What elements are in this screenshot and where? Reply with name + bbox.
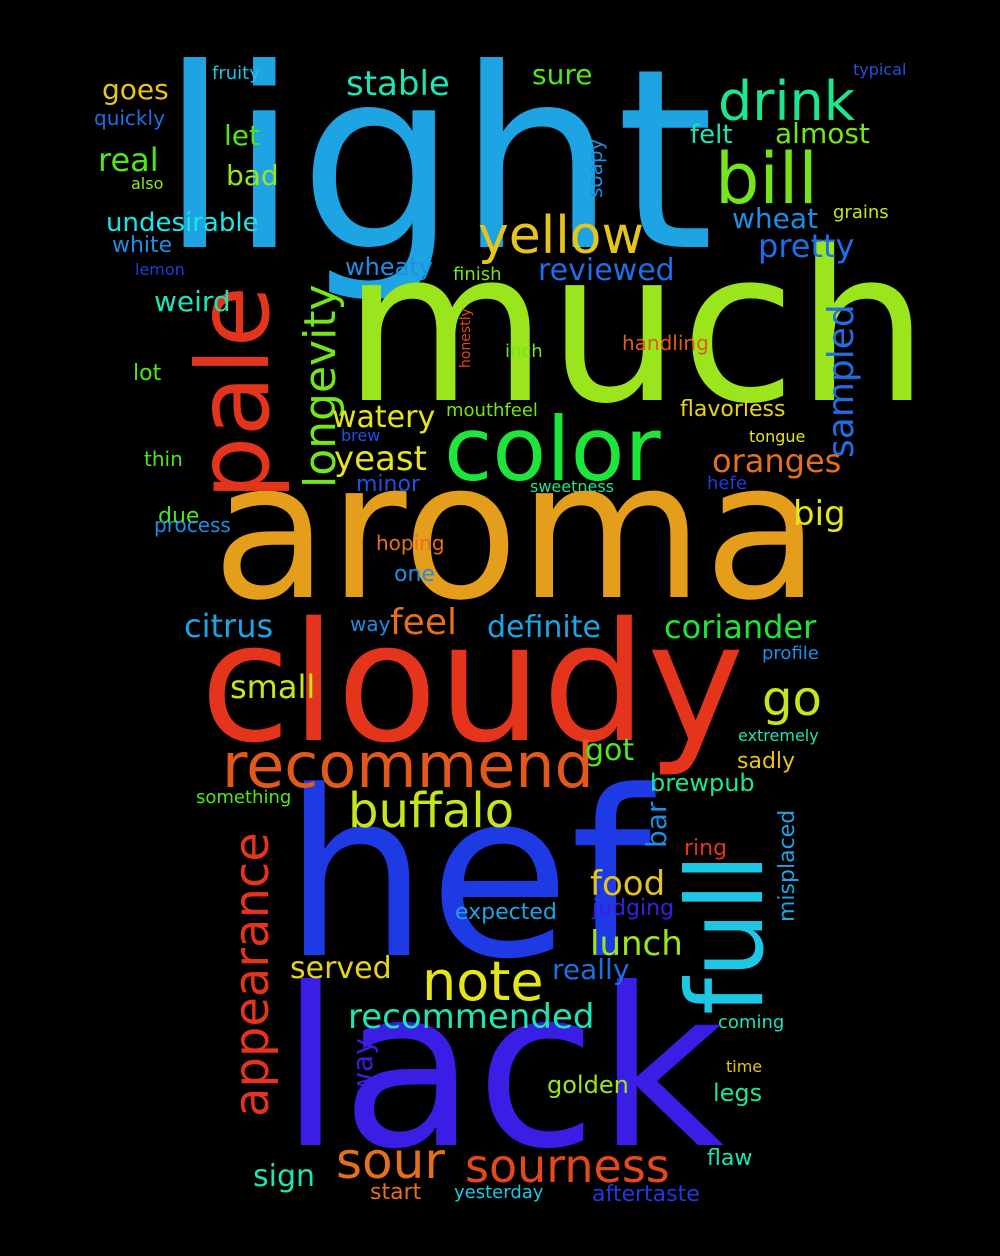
word-soapy: soapy — [583, 138, 607, 198]
word-sweetness: sweetness — [530, 477, 614, 496]
word-hoping: hoping — [376, 531, 445, 555]
word-time: time — [726, 1057, 762, 1076]
word-big: big — [793, 494, 846, 534]
word-light: light — [160, 15, 714, 306]
word-appearance: appearance — [224, 832, 280, 1117]
word-also: also — [131, 174, 163, 193]
word-hefe: hefe — [707, 473, 747, 494]
word-sampled: sampled — [821, 304, 862, 458]
word-bill: bill — [715, 138, 818, 220]
word-full: full — [665, 853, 787, 1015]
word-longevity: longevity — [295, 284, 346, 488]
word-fruity: fruity — [212, 63, 260, 84]
word-undesirable: undesirable — [106, 208, 259, 238]
word-handling: handling — [622, 331, 709, 355]
word-sadly: sadly — [737, 749, 795, 774]
word-stable: stable — [346, 64, 450, 104]
word-expected: expected — [455, 900, 557, 925]
word-flaw: flaw — [707, 1146, 752, 1171]
word-typical: typical — [853, 60, 906, 79]
word-lunch: lunch — [590, 924, 683, 964]
word-sign: sign — [253, 1159, 315, 1194]
word-got: got — [585, 733, 634, 768]
word-extremely: extremely — [738, 726, 819, 745]
word-go: go — [762, 671, 822, 727]
word-finish: finish — [453, 264, 502, 285]
word-recommended: recommended — [348, 997, 594, 1037]
word-judging: judging — [591, 896, 674, 921]
word-lemon: lemon — [135, 260, 185, 279]
word-white: white — [112, 233, 172, 258]
word-coming: coming — [718, 1012, 784, 1033]
word-yeast: yeast — [334, 439, 427, 479]
word-quickly: quickly — [94, 106, 165, 130]
word-almost: almost — [775, 117, 870, 150]
word-mouthfeel: mouthfeel — [446, 400, 538, 421]
word-hef: hef — [283, 743, 656, 1010]
word-flavorless: flavorless — [680, 397, 785, 422]
word-sour: sour — [336, 1132, 445, 1190]
word-watery: watery — [332, 400, 435, 435]
word-felt: felt — [690, 120, 733, 150]
word-brew: brew — [341, 426, 380, 445]
word-pale: pale — [175, 286, 292, 500]
word-brewpub: brewpub — [650, 769, 755, 797]
word-lack: lack — [280, 941, 724, 1197]
word-drink: drink — [718, 70, 856, 133]
word-away: away — [346, 1038, 379, 1112]
word-color: color — [444, 398, 662, 501]
word-golden: golden — [547, 1071, 629, 1099]
word-grains: grains — [833, 202, 889, 223]
word-yellow: yellow — [478, 206, 644, 266]
word-lot: lot — [133, 361, 162, 386]
word-feel: feel — [390, 602, 457, 643]
word-bar: bar — [640, 801, 673, 848]
word-wheaty: wheaty — [345, 253, 433, 281]
word-profile: profile — [762, 643, 819, 664]
word-served: served — [290, 951, 392, 986]
word-weird: weird — [154, 285, 231, 318]
word-food: food — [590, 864, 665, 904]
word-really: really — [552, 953, 629, 986]
word-way: way — [350, 612, 391, 636]
word-minor: minor — [356, 472, 421, 497]
word-pretty: pretty — [758, 227, 854, 265]
word-recommend: recommend — [222, 729, 594, 802]
word-ring: ring — [684, 836, 727, 861]
word-thin: thin — [144, 447, 183, 471]
word-start: start — [370, 1180, 422, 1205]
word-small: small — [230, 668, 315, 706]
word-bad: bad — [226, 159, 279, 192]
word-something: something — [196, 787, 291, 808]
word-citrus: citrus — [184, 607, 273, 645]
word-misplaced: misplaced — [775, 810, 800, 922]
word-much: much — [343, 205, 929, 450]
word-coriander: coriander — [664, 608, 817, 646]
word-honestly: honestly — [458, 308, 474, 368]
word-note: note — [422, 950, 544, 1013]
word-oranges: oranges — [712, 442, 841, 480]
word-goes: goes — [102, 73, 169, 106]
word-tongue: tongue — [749, 427, 805, 446]
word-aroma: aroma — [212, 421, 820, 642]
word-definite: definite — [487, 610, 601, 645]
word-reviewed: reviewed — [538, 253, 675, 288]
word-inch: inch — [505, 341, 543, 362]
word-let: let — [224, 119, 260, 152]
word-one: one — [394, 562, 435, 587]
word-real: real — [98, 141, 159, 179]
word-buffalo: buffalo — [348, 783, 514, 839]
word-sure: sure — [532, 58, 592, 91]
word-cloudy: cloudy — [200, 587, 744, 779]
word-process: process — [154, 513, 231, 537]
word-wheat: wheat — [732, 202, 818, 235]
word-aftertaste: aftertaste — [592, 1182, 700, 1207]
word-legs: legs — [713, 1079, 762, 1107]
word-due: due — [158, 504, 199, 529]
word-sourness: sourness — [465, 1139, 670, 1193]
word-yesterday: yesterday — [454, 1182, 544, 1203]
